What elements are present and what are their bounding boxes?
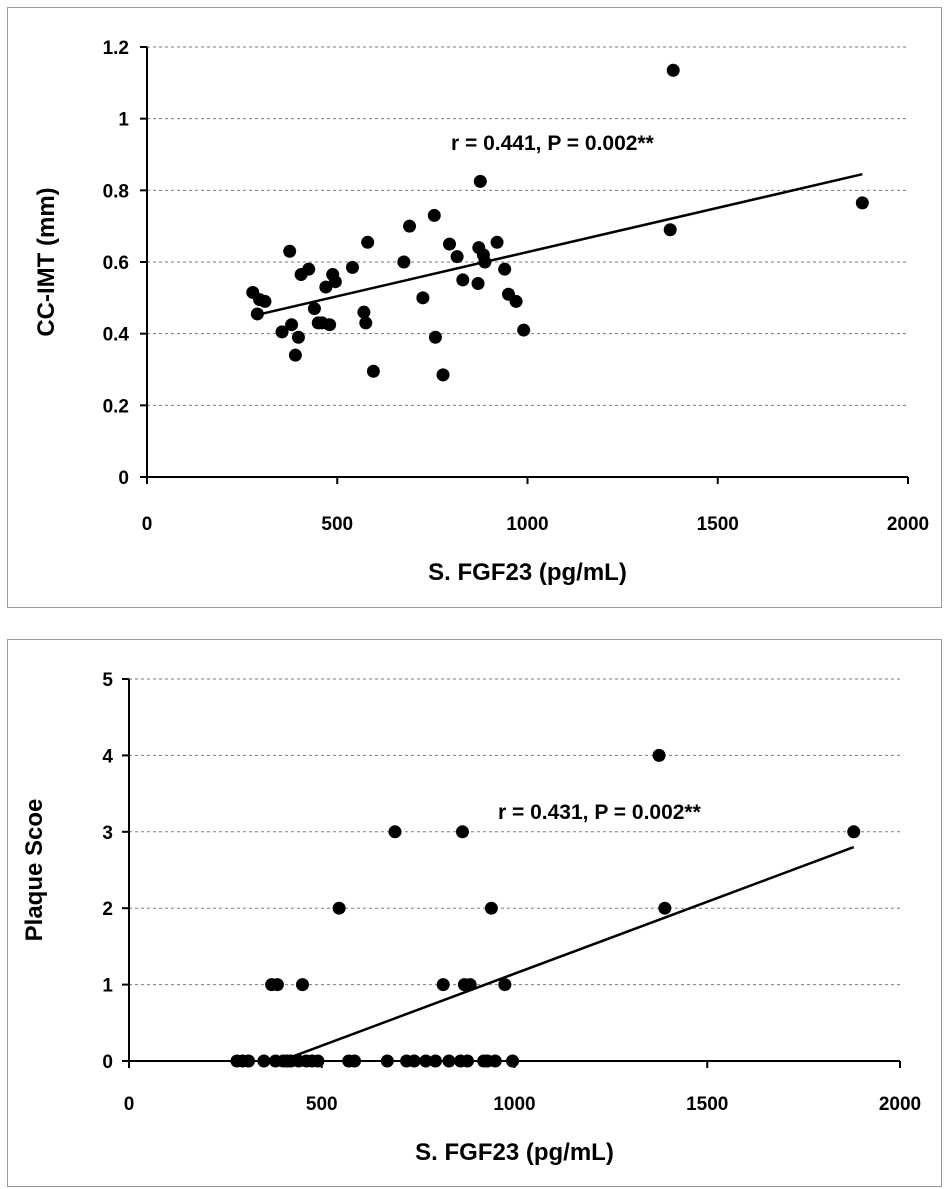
data-point (270, 978, 284, 992)
data-point (242, 1054, 256, 1068)
data-point (455, 825, 469, 839)
y-axis-label: Plaque Scoe (21, 799, 48, 942)
data-point (427, 208, 441, 222)
data-point (473, 174, 487, 188)
correlation-annotation: r = 0.431, P = 0.002** (498, 801, 702, 824)
y-tick-label: 0.2 (103, 396, 129, 417)
data-point (663, 223, 677, 237)
x-tick-label: 2000 (879, 1094, 921, 1115)
data-point (258, 294, 272, 308)
data-point (666, 63, 680, 77)
data-point (311, 1054, 325, 1068)
data-point (442, 1054, 456, 1068)
data-point (388, 825, 402, 839)
y-tick-label: 3 (102, 823, 113, 844)
data-point (442, 237, 456, 251)
data-point (517, 323, 531, 337)
data-point (428, 330, 442, 344)
trendline (260, 172, 863, 316)
x-axis-label: S. FGF23 (pg/mL) (428, 559, 627, 586)
data-point (283, 244, 297, 258)
data-point (397, 255, 411, 269)
y-tick-label: 0.6 (103, 253, 129, 274)
data-point (509, 294, 523, 308)
y-tick-label: 0 (118, 468, 129, 489)
x-tick-label: 1500 (686, 1094, 728, 1115)
data-point (323, 318, 337, 332)
data-point (366, 364, 380, 378)
data-point (275, 325, 289, 339)
data-point (478, 255, 492, 269)
data-point (403, 219, 417, 233)
data-point (291, 330, 305, 344)
data-point (436, 978, 450, 992)
trendline (290, 845, 855, 1059)
data-point (407, 1054, 421, 1068)
data-point (419, 1054, 433, 1068)
data-point (348, 1054, 362, 1068)
data-point (450, 250, 464, 264)
data-point (506, 1054, 520, 1068)
data-point (498, 978, 512, 992)
chart-panel-top: 0 0.2 0.4 0.6 0.8 1 1.2 0 500 1000 1500 2000 S. FGF2… (7, 7, 942, 608)
data-point (307, 302, 321, 316)
x-tick-label: 500 (306, 1094, 338, 1115)
data-point (288, 348, 302, 362)
data-point (328, 275, 342, 289)
data-point (345, 260, 359, 274)
data-point (652, 748, 666, 762)
x-tick-label: 1000 (506, 514, 548, 535)
data-point (488, 1054, 502, 1068)
data-point (490, 235, 504, 249)
correlation-annotation: r = 0.441, P = 0.002** (451, 132, 655, 155)
y-tick-label: 1 (102, 976, 113, 997)
data-point (484, 901, 498, 915)
data-point (847, 825, 861, 839)
data-point (285, 318, 299, 332)
y-tick-label: 0 (102, 1052, 113, 1073)
data-point (436, 368, 450, 382)
data-point (855, 196, 869, 210)
data-point (416, 291, 430, 305)
y-tick-label: 1 (118, 110, 129, 131)
x-tick-label: 1500 (697, 514, 739, 535)
data-point (302, 262, 316, 276)
y-tick-label: 5 (102, 670, 113, 691)
plaque-score-scatter-chart: 0 1 2 3 4 5 0 500 1000 1500 2000 S. FGF23 (pg/mL) Pl… (21, 670, 921, 1166)
x-tick-label: 0 (142, 514, 153, 535)
data-point (332, 901, 346, 915)
data-point (463, 978, 477, 992)
data-point (456, 273, 470, 287)
data-point (250, 307, 264, 321)
data-point (658, 901, 672, 915)
y-tick-label: 2 (102, 899, 113, 920)
cc-imt-scatter-chart: 0 0.2 0.4 0.6 0.8 1 1.2 0 500 1000 1500 2000 S. FGF2… (33, 38, 929, 586)
y-tick-label: 0.8 (103, 181, 129, 202)
x-axis-label: S. FGF23 (pg/mL) (415, 1139, 614, 1166)
x-tick-label: 0 (124, 1094, 135, 1115)
chart-panel-bottom: 0 1 2 3 4 5 0 500 1000 1500 2000 S. FGF23 (pg/mL) Pl… (7, 639, 942, 1187)
data-point (295, 978, 309, 992)
data-point (471, 277, 485, 290)
x-tick-label: 500 (321, 514, 353, 535)
x-tick-label: 1000 (493, 1094, 535, 1115)
data-point (357, 305, 371, 319)
data-point (257, 1054, 271, 1068)
y-axis-label: CC-IMT (mm) (33, 187, 60, 336)
data-point (498, 262, 512, 276)
data-point (380, 1054, 394, 1068)
data-point (428, 1054, 442, 1068)
data-point (319, 280, 333, 294)
x-tick-label: 2000 (887, 514, 929, 535)
y-tick-label: 4 (102, 746, 113, 767)
y-tick-label: 0.4 (103, 325, 130, 346)
data-point (359, 316, 373, 330)
data-point (460, 1054, 474, 1068)
data-point (361, 235, 375, 249)
y-tick-label: 1.2 (103, 38, 129, 59)
